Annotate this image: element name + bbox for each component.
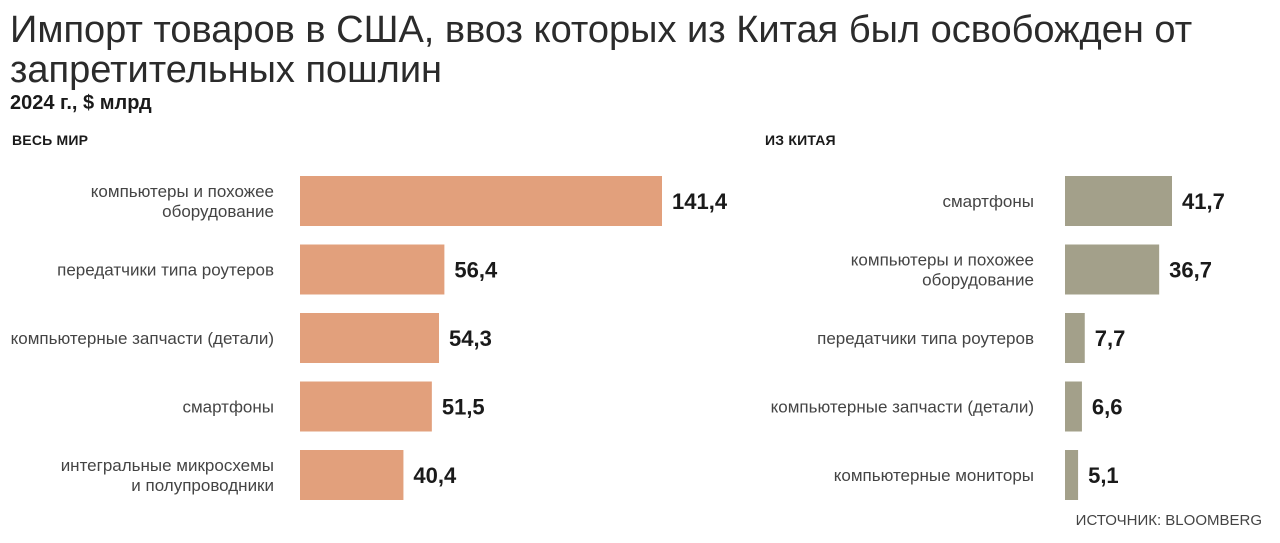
panel-title-world: ВЕСЬ МИР xyxy=(12,132,89,148)
value-label-world-1: 56,4 xyxy=(454,258,498,283)
category-label-world-3-0: смартфоны xyxy=(182,398,274,417)
category-label-world-1-0: передатчики типа роутеров xyxy=(57,261,274,280)
bar-china-4 xyxy=(1065,450,1079,500)
bar-china-0 xyxy=(1065,176,1172,226)
bar-world-1 xyxy=(300,244,445,295)
value-label-china-3: 6,6 xyxy=(1092,395,1123,420)
category-label-china-2-0: передатчики типа роутеров xyxy=(817,329,1034,348)
category-label-china-3-0: компьютерные запчасти (детали) xyxy=(771,398,1034,417)
value-label-china-1: 36,7 xyxy=(1169,258,1212,283)
category-label-world-2-0: компьютерные запчасти (детали) xyxy=(11,329,274,348)
category-label-world-4-1: и полупроводники xyxy=(131,476,274,495)
value-label-world-4: 40,4 xyxy=(413,463,457,488)
category-label-china-0-0: смартфоны xyxy=(942,192,1034,211)
value-label-world-2: 54,3 xyxy=(449,326,492,351)
value-label-china-0: 41,7 xyxy=(1182,189,1225,214)
value-label-world-3: 51,5 xyxy=(442,395,485,420)
category-label-world-4-0: интегральные микросхемы xyxy=(61,456,274,475)
panel-title-china: ИЗ КИТАЯ xyxy=(765,132,836,148)
value-label-china-4: 5,1 xyxy=(1088,463,1119,488)
bar-world-2 xyxy=(300,313,440,363)
bar-world-0 xyxy=(300,176,662,226)
chart-subtitle: 2024 г., $ млрд xyxy=(10,92,152,114)
category-label-world-0-1: оборудование xyxy=(162,202,274,221)
value-label-china-2: 7,7 xyxy=(1095,326,1126,351)
bar-world-4 xyxy=(300,450,404,500)
source-note: ИСТОЧНИК: BLOOMBERG xyxy=(1075,512,1262,529)
category-label-world-0-0: компьютеры и похожее xyxy=(91,182,274,201)
bar-china-1 xyxy=(1065,244,1160,295)
bar-world-3 xyxy=(300,381,432,432)
bar-china-3 xyxy=(1065,381,1082,432)
category-label-china-1-1: оборудование xyxy=(922,271,1034,290)
chart-title: Импорт товаров в США, ввоз которых из Ки… xyxy=(10,9,1193,91)
category-label-china-1-0: компьютеры и похожее xyxy=(851,251,1034,270)
value-label-world-0: 141,4 xyxy=(672,189,728,214)
category-label-china-4-0: компьютерные мониторы xyxy=(834,466,1034,485)
bar-china-2 xyxy=(1065,313,1085,363)
